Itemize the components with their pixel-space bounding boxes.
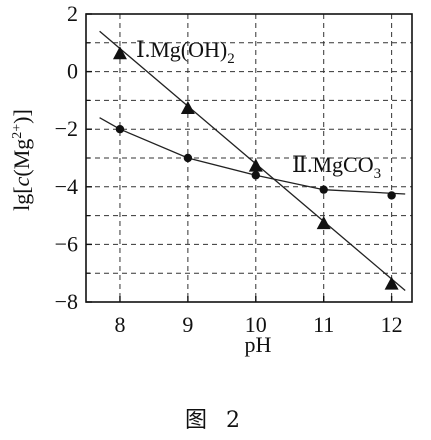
series-label-mgco3: Ⅱ.MgCO3 — [292, 152, 381, 182]
x-tick-label: 10 — [245, 312, 267, 337]
y-tick-label: −4 — [55, 174, 78, 199]
y-tick-label: −2 — [55, 116, 78, 141]
series-label-mg-oh2: Ⅰ.Mg(OH)2 — [136, 37, 235, 67]
x-tick-label: 12 — [381, 312, 403, 337]
circle-marker — [387, 191, 396, 200]
y-tick-label: 0 — [67, 59, 78, 84]
triangle-marker — [180, 100, 195, 114]
data-markers — [112, 46, 399, 290]
series-line-1 — [99, 30, 406, 291]
triangle-marker — [316, 216, 331, 230]
y-tick-label: −6 — [55, 231, 78, 256]
ticks: 2 0 −2 −4 −6 −8 8 9 10 11 12 — [55, 1, 403, 337]
triangle-marker — [384, 276, 399, 290]
circle-marker — [115, 125, 125, 134]
y-tick-label: −8 — [55, 289, 78, 314]
triangle-marker — [248, 158, 263, 172]
figure-caption: 图 2 — [185, 408, 246, 433]
circle-marker — [319, 185, 328, 194]
y-axis-label: lg[c(Mg2+)] — [9, 109, 34, 211]
circle-marker — [183, 153, 193, 163]
circle-marker — [251, 171, 260, 180]
x-axis-label: pH — [245, 332, 272, 357]
triangle-marker — [112, 46, 127, 60]
x-tick-label: 11 — [313, 312, 334, 337]
x-tick-label: 8 — [114, 312, 125, 337]
y-tick-label: 2 — [67, 1, 78, 26]
x-tick-label: 9 — [182, 312, 193, 337]
